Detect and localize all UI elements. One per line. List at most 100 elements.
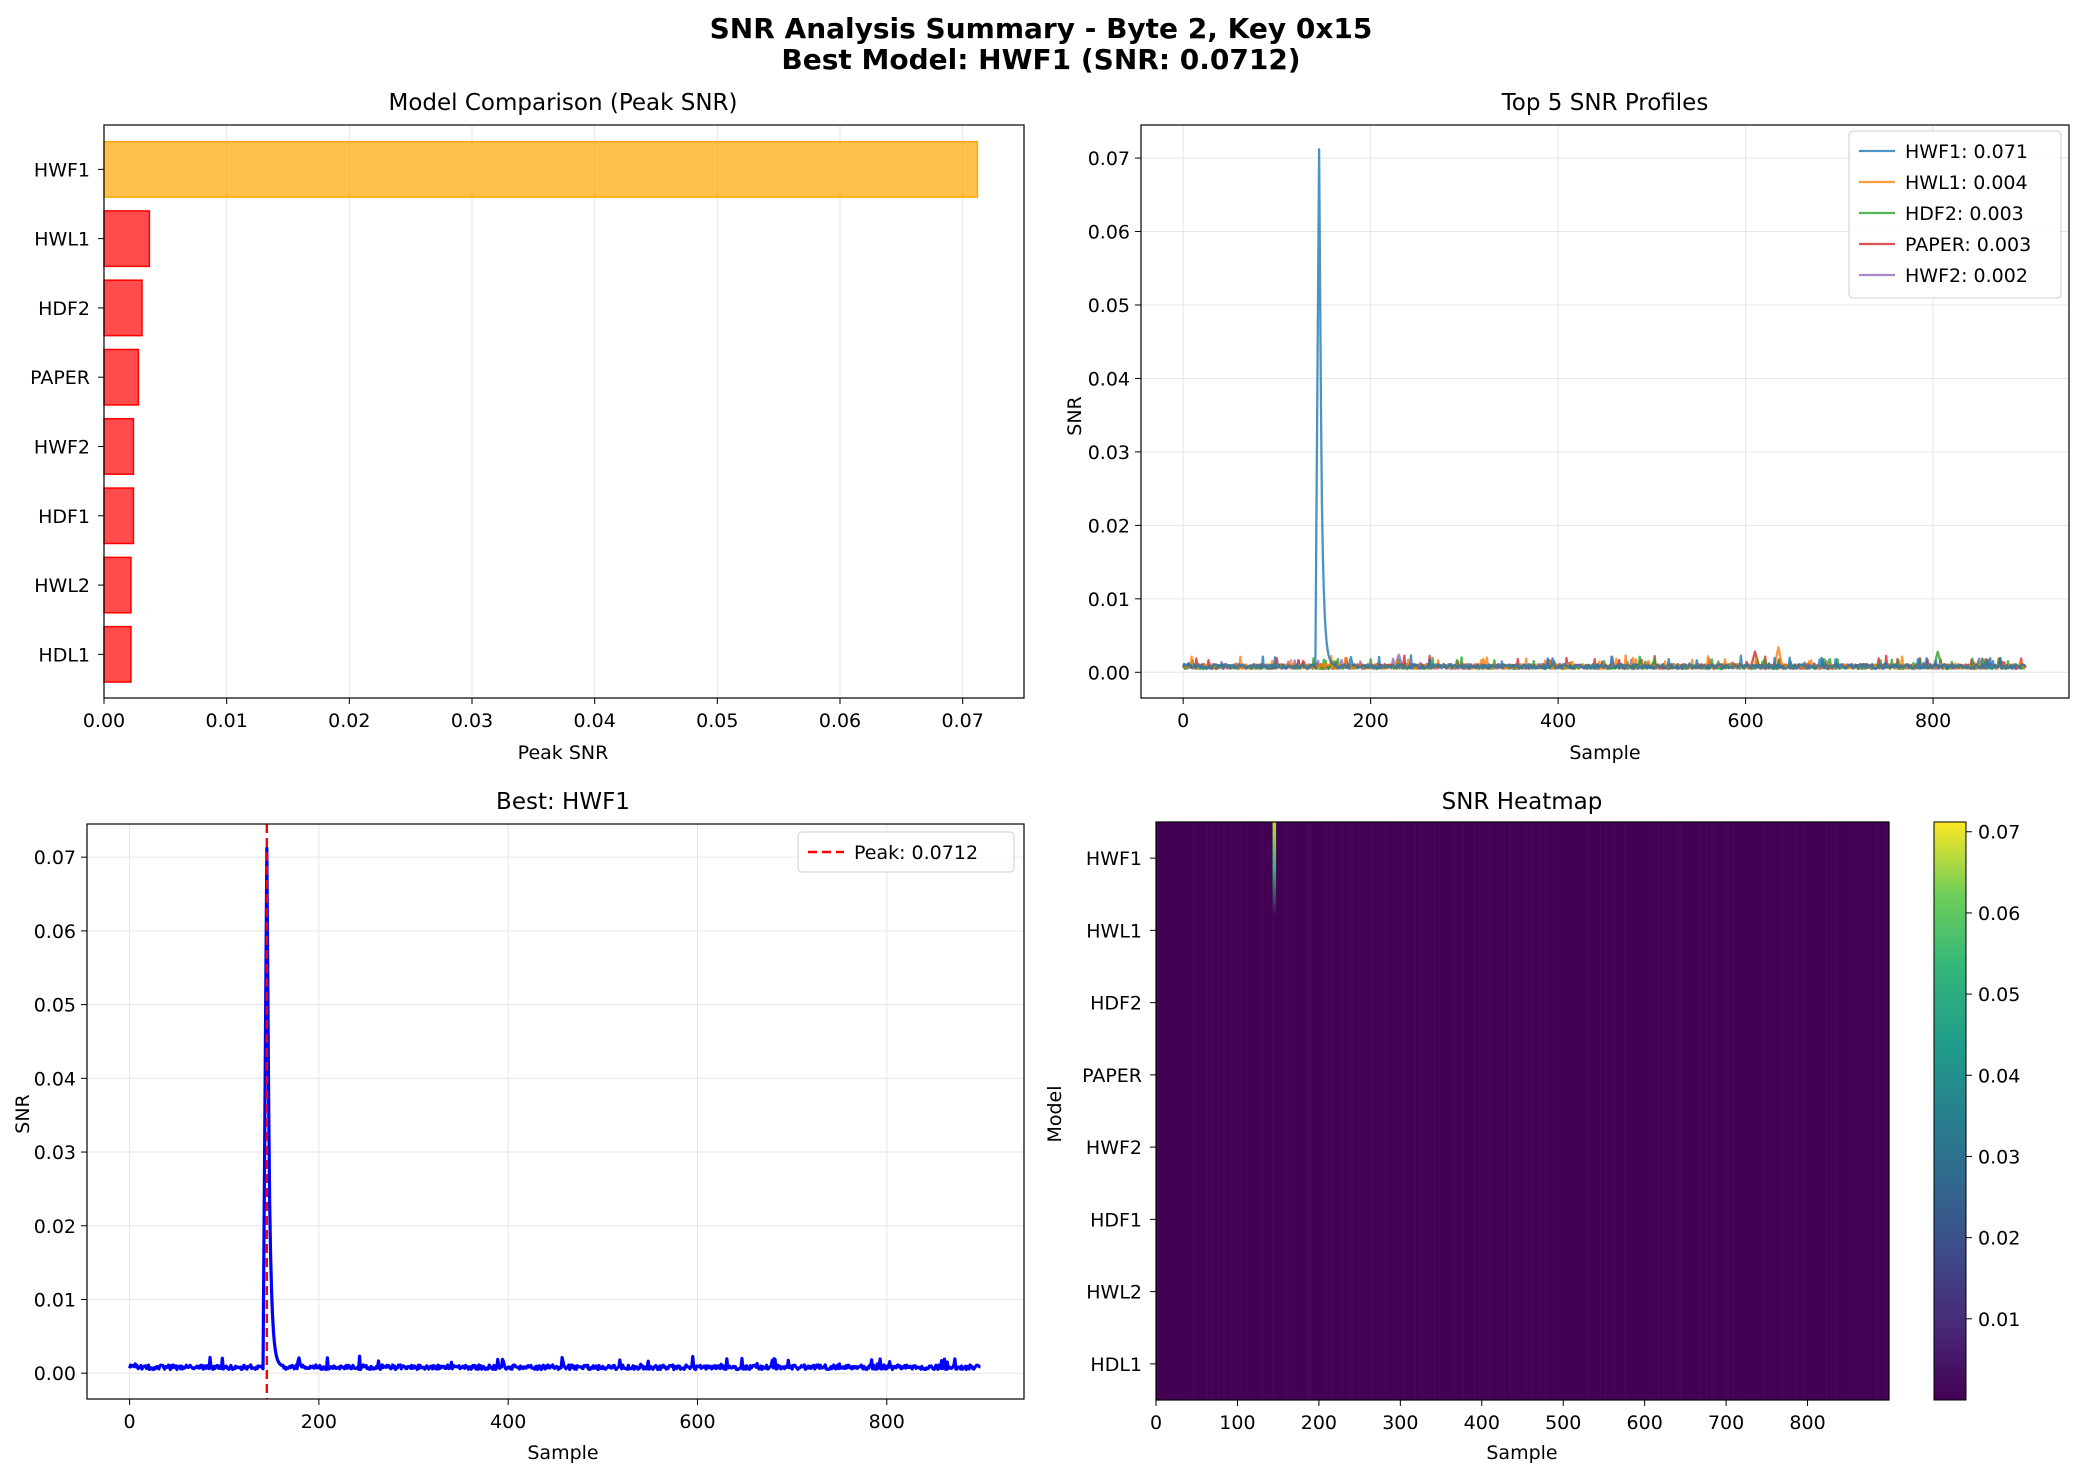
snr-heatmap-ylabel: Model <box>1044 1085 1066 1142</box>
heatmap-noise-column <box>1509 822 1511 1400</box>
snr-heatmap-colorbar: 0.01 0.02 0.03 0.04 0.05 0.06 0.07 <box>1933 821 2020 1401</box>
top5-profiles-ylabel: SNR <box>1064 396 1086 435</box>
x-tick-label: 400 <box>1464 1412 1500 1434</box>
heatmap-noise-column <box>1725 822 1728 1400</box>
best-model-title: Best: HWF1 <box>496 789 630 815</box>
y-tick-label: 0.02 <box>1088 515 1130 537</box>
heatmap-noise-column <box>1359 822 1361 1400</box>
y-tick-label: PAPER <box>1082 1065 1142 1087</box>
y-tick-label: HWL1 <box>34 229 90 251</box>
heatmap-noise-column <box>1490 822 1492 1400</box>
y-tick-label: 0.07 <box>34 847 76 869</box>
bar-hwf1 <box>103 140 979 198</box>
y-tick-label: 0.00 <box>1088 662 1130 684</box>
snr-heatmap-chart: SNR Heatmap 0 100 200 300 400 500 600 700 800 HWF… <box>1044 789 2020 1464</box>
best-model-line <box>128 846 982 1372</box>
heatmap-noise-column <box>1239 822 1242 1400</box>
x-tick-label: 300 <box>1382 1412 1418 1434</box>
heatmap-noise-column <box>1723 822 1725 1400</box>
heatmap-noise-column <box>1540 822 1542 1400</box>
heatmap-noise-column <box>1211 822 1214 1400</box>
heatmap-noise-column <box>1497 822 1500 1400</box>
heatmap-noise-column <box>1699 822 1702 1400</box>
axes-frame <box>103 124 1025 699</box>
model-comparison-title: Model Comparison (Peak SNR) <box>388 90 737 116</box>
best-model-lines <box>128 824 982 1399</box>
legend-label: PAPER: 0.003 <box>1905 234 2031 256</box>
axes-frame <box>86 823 1025 1400</box>
heatmap-noise-column <box>1557 822 1560 1400</box>
y-tick-label: HWL1 <box>1086 920 1142 942</box>
heatmap-noise-column <box>1825 822 1828 1400</box>
heatmap-noise-column <box>1454 822 1456 1400</box>
legend-box <box>797 831 1015 873</box>
y-tick-label: 0.03 <box>34 1142 76 1164</box>
heatmap-noise-column <box>1393 822 1396 1400</box>
heatmap-noise-column <box>1284 822 1286 1400</box>
heatmap-noise-column <box>1307 822 1310 1400</box>
x-tick-label: 0.01 <box>206 710 248 732</box>
heatmap-noise-column <box>1869 822 1871 1400</box>
best-model-ylabel: SNR <box>12 1094 34 1133</box>
heatmap-noise-column <box>1794 822 1796 1400</box>
heatmap-noise-column <box>1331 822 1333 1400</box>
heatmap-noise-column <box>1397 822 1400 1400</box>
y-tick-label: 0.01 <box>34 1289 76 1311</box>
heatmap-noise-column <box>1517 822 1519 1400</box>
axes-frame <box>1155 821 1890 1401</box>
y-tick-label: 0.04 <box>1088 368 1130 390</box>
heatmap-noise-column <box>1877 822 1879 1400</box>
y-tick-label: HDF1 <box>38 506 90 528</box>
heatmap-noise-column <box>1229 822 1232 1400</box>
colorbar-tick-label: 0.07 <box>1978 822 2020 844</box>
legend-label: HWL1: 0.004 <box>1905 172 2028 194</box>
heatmap-noise-column <box>1434 822 1436 1400</box>
heatmap-noise-column <box>1783 822 1785 1400</box>
heatmap-noise-column <box>1830 822 1833 1400</box>
heatmap-noise-column <box>1653 822 1656 1400</box>
heatmap-noise-column <box>1438 822 1441 1400</box>
y-tick-label: 0.05 <box>34 995 76 1017</box>
heatmap-noise-column <box>1796 822 1799 1400</box>
heatmap-noise-column <box>1487 822 1489 1400</box>
y-tick-label: HWL2 <box>34 575 90 597</box>
legend-box <box>1848 130 2062 299</box>
x-tick-label: 400 <box>490 1411 526 1433</box>
bar-hwf2 <box>103 418 135 475</box>
y-tick-label: PAPER <box>30 367 90 389</box>
bar-hwl2 <box>103 556 132 614</box>
heatmap-noise-column <box>1352 822 1355 1400</box>
x-tick-label: 0.02 <box>328 710 370 732</box>
y-tick-label: HWF2 <box>1086 1137 1142 1159</box>
y-tick-label: HWF1 <box>34 159 90 181</box>
heatmap-noise-column <box>1305 822 1308 1400</box>
snr-heatmap-xlabel: Sample <box>1486 1442 1557 1464</box>
best-model-chart: Best: HWF1 0 200 400 600 800 0.00 0.01 0.02 0.03… <box>12 789 1025 1464</box>
x-tick-label: 0.06 <box>819 710 861 732</box>
best-model-xlabel: Sample <box>527 1442 598 1464</box>
heatmap-noise-column <box>1478 822 1481 1400</box>
heatmap-noise-column <box>1418 822 1420 1400</box>
x-tick-label: 800 <box>1789 1412 1825 1434</box>
heatmap-noise-column <box>1588 822 1591 1400</box>
heatmap-noise-column <box>1420 822 1423 1400</box>
top5-profiles-title: Top 5 SNR Profiles <box>1501 90 1709 116</box>
colorbar-tick-label: 0.01 <box>1978 1309 2020 1331</box>
axes-frame <box>1140 124 2070 699</box>
x-tick-label: 400 <box>1540 710 1576 732</box>
legend-label: HDF2: 0.003 <box>1905 203 2024 225</box>
best-model-grid <box>87 824 1024 1399</box>
x-tick-label: 200 <box>1353 710 1389 732</box>
y-tick-label: HWF1 <box>1086 848 1142 870</box>
heatmap-noise-column <box>1262 822 1264 1400</box>
heatmap-noise-column <box>1857 822 1860 1400</box>
y-tick-label: 0.00 <box>34 1363 76 1385</box>
best-model-legend: Peak: 0.0712 <box>797 831 1015 873</box>
bar-hdf1 <box>103 487 135 545</box>
x-tick-label: 700 <box>1708 1412 1744 1434</box>
heatmap-noise-column <box>1710 822 1712 1400</box>
y-tick-label: 0.06 <box>34 921 76 943</box>
heatmap-noise-column <box>1706 822 1708 1400</box>
heatmap-noise-column <box>1767 822 1769 1400</box>
